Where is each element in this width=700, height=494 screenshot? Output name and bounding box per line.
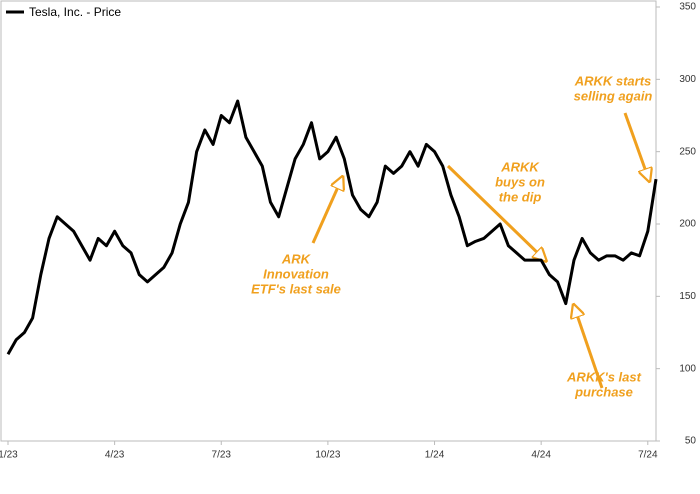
annotation: ETF's last sale [251,281,341,296]
x-tick-label: 1/23 [0,450,18,461]
x-tick-label: 1/24 [425,450,445,461]
annotation: buys on [495,174,545,189]
x-tick-label: 7/23 [212,450,232,461]
y-tick-label: 50 [685,436,697,447]
annotation: selling again [574,88,653,103]
x-tick-label: 4/23 [105,450,125,461]
x-tick-label: 10/23 [315,450,340,461]
annotation: ARKK's last [566,369,642,384]
annotation: purchase [574,384,633,399]
legend-label: Tesla, Inc. - Price [29,5,121,19]
y-tick-label: 150 [679,291,696,302]
annotation: ARKK [500,159,540,174]
annotation: Innovation [263,266,329,281]
annotation-arrows [311,112,649,389]
x-tick-label: 7/24 [638,450,658,461]
price-line [6,99,658,355]
y-tick-label: 300 [679,74,696,85]
annotation: ARKK starts [574,73,652,88]
plot-frame [0,0,657,442]
y-tick-label: 350 [679,2,696,13]
y-tick-label: 100 [679,363,696,374]
x-tick-label: 4/24 [531,450,551,461]
annotation: ARK [281,251,312,266]
y-tick-label: 200 [679,219,696,230]
y-tick-label: 250 [679,146,696,157]
annotation: the dip [499,189,542,204]
